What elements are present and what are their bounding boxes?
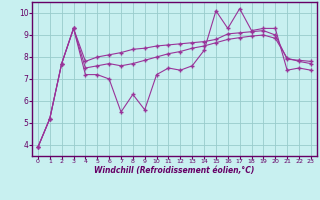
X-axis label: Windchill (Refroidissement éolien,°C): Windchill (Refroidissement éolien,°C) (94, 166, 255, 175)
